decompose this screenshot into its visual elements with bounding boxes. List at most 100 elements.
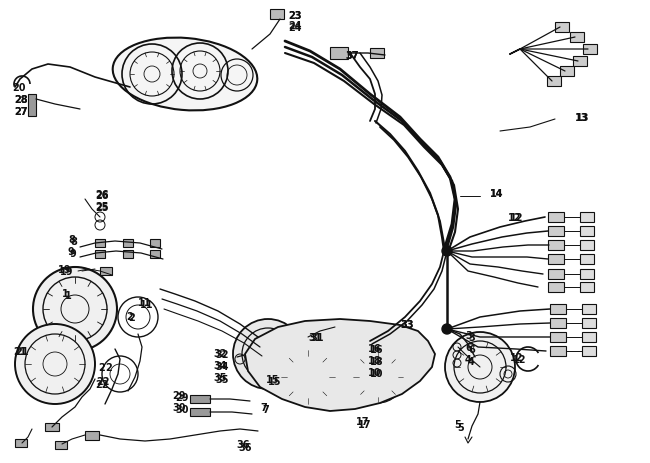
Bar	[580, 240, 594, 250]
Text: 8: 8	[70, 237, 77, 246]
Bar	[548, 213, 564, 223]
Text: 37: 37	[345, 51, 359, 61]
Bar	[190, 395, 210, 403]
Text: 6: 6	[465, 342, 472, 352]
Circle shape	[233, 319, 303, 389]
Text: 28: 28	[14, 95, 27, 105]
Text: 28: 28	[14, 95, 27, 105]
Text: 16: 16	[368, 343, 382, 353]
Text: 32: 32	[215, 349, 229, 359]
Ellipse shape	[112, 38, 257, 111]
Bar	[55, 441, 67, 449]
Text: 25: 25	[95, 201, 109, 212]
Text: 13: 13	[576, 113, 590, 123]
Text: 5: 5	[457, 422, 463, 432]
Bar	[45, 423, 59, 431]
Text: 4: 4	[465, 354, 472, 364]
Bar	[28, 95, 36, 117]
Circle shape	[442, 324, 452, 334]
Text: 21: 21	[15, 346, 29, 356]
Bar	[150, 239, 160, 247]
Bar	[150, 250, 160, 258]
Bar	[582, 304, 596, 314]
Text: 26: 26	[95, 189, 109, 200]
Text: 36: 36	[238, 442, 252, 452]
Bar	[295, 329, 307, 347]
Bar	[100, 268, 112, 275]
Circle shape	[445, 332, 515, 402]
Polygon shape	[245, 319, 435, 411]
Bar	[583, 45, 597, 55]
Text: 25: 25	[95, 202, 109, 213]
Text: 30: 30	[172, 402, 185, 412]
Text: 27: 27	[14, 107, 27, 117]
Bar	[548, 226, 564, 237]
Text: 3: 3	[468, 332, 474, 342]
Text: 12: 12	[508, 213, 521, 223]
Bar	[580, 282, 594, 292]
Text: 34: 34	[213, 360, 226, 370]
Text: 9: 9	[70, 249, 77, 258]
Text: 21: 21	[13, 346, 27, 356]
Bar	[95, 250, 105, 258]
Bar	[123, 239, 133, 247]
Bar	[570, 33, 584, 43]
Bar	[330, 48, 348, 60]
Text: 30: 30	[175, 404, 188, 414]
Text: 5: 5	[454, 419, 461, 429]
Text: 13: 13	[575, 113, 588, 123]
Bar	[582, 332, 596, 342]
Bar	[123, 250, 133, 258]
Text: 37: 37	[345, 51, 359, 61]
Bar	[95, 239, 105, 247]
Text: 24: 24	[288, 21, 302, 31]
Text: 31: 31	[308, 332, 322, 342]
Text: 10: 10	[368, 367, 382, 377]
Text: 8: 8	[68, 234, 75, 244]
Text: 36: 36	[236, 439, 250, 449]
Text: 14: 14	[490, 188, 504, 199]
Text: 11: 11	[138, 297, 151, 307]
Text: 12: 12	[510, 352, 523, 362]
Bar	[550, 304, 566, 314]
Bar	[573, 57, 587, 67]
Text: 11: 11	[140, 300, 153, 309]
Text: 27: 27	[14, 107, 27, 117]
Text: 7: 7	[262, 404, 268, 414]
Bar	[550, 319, 566, 328]
Text: 3: 3	[465, 330, 472, 340]
Bar	[560, 67, 574, 77]
Circle shape	[280, 349, 336, 405]
Text: 12: 12	[513, 354, 526, 364]
Bar	[580, 213, 594, 223]
Text: 23: 23	[288, 11, 302, 21]
Text: 15: 15	[268, 376, 281, 386]
Bar	[270, 10, 284, 20]
Text: 33: 33	[400, 319, 413, 329]
Text: 1: 1	[62, 288, 69, 298]
Circle shape	[352, 351, 404, 403]
Bar	[550, 332, 566, 342]
Circle shape	[442, 246, 452, 257]
Text: 2: 2	[98, 362, 105, 372]
Text: 35: 35	[213, 372, 226, 382]
Text: 2: 2	[126, 311, 133, 321]
Bar	[85, 431, 99, 440]
Text: 20: 20	[12, 83, 25, 93]
Bar	[555, 23, 569, 33]
Text: 22: 22	[95, 379, 109, 389]
Text: 19: 19	[60, 266, 73, 276]
Text: 29: 29	[172, 390, 185, 400]
Text: 24: 24	[288, 23, 302, 33]
Text: 22: 22	[96, 376, 109, 386]
Text: 10: 10	[370, 368, 384, 378]
Text: 7: 7	[260, 402, 266, 412]
Bar	[15, 439, 27, 447]
Bar	[580, 226, 594, 237]
Bar	[548, 269, 564, 279]
Text: 18: 18	[370, 356, 384, 366]
Circle shape	[15, 324, 95, 404]
Bar	[580, 255, 594, 264]
Text: 34: 34	[215, 361, 229, 371]
Text: 16: 16	[370, 344, 384, 354]
